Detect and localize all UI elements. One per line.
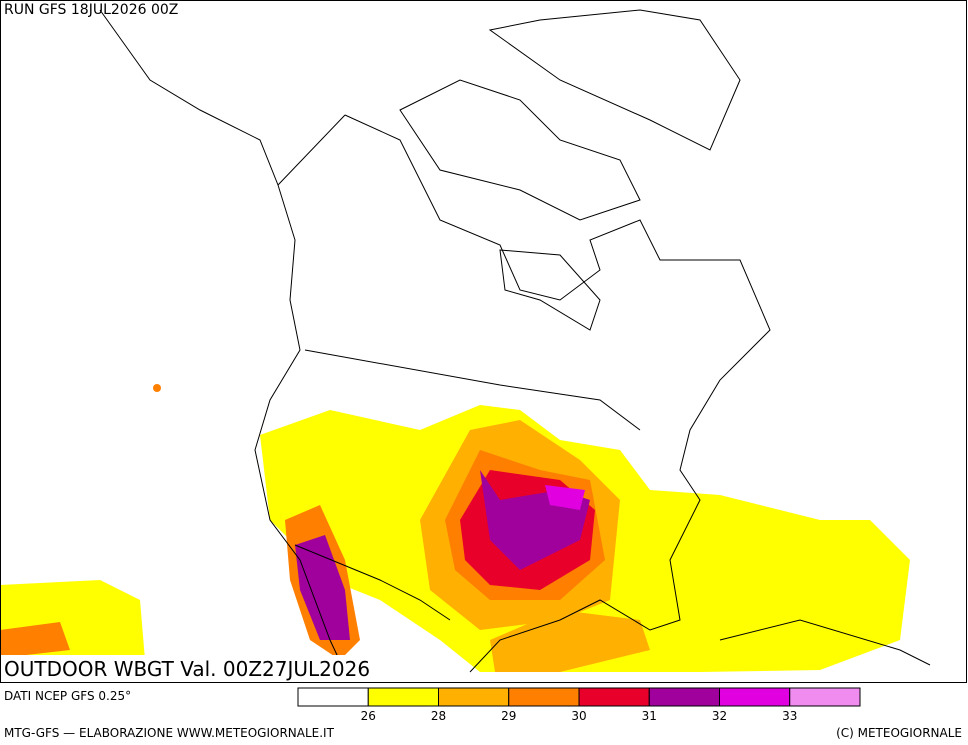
title-box [1, 655, 379, 682]
border [294, 544, 451, 621]
colorbar-box [297, 687, 369, 707]
caribbean [719, 619, 931, 666]
colorbar-box [438, 687, 510, 707]
colorbar-label: 29 [501, 709, 516, 723]
field-magenta [545, 485, 585, 510]
colorbar-label: 31 [642, 709, 657, 723]
colorbar-label: 30 [571, 709, 586, 723]
footer-right: (C) METEOGIORNALE [836, 726, 962, 740]
greenland [488, 9, 741, 151]
hudson-bay [499, 249, 601, 331]
arctic-islands [399, 79, 641, 221]
field-orange [0, 622, 70, 658]
map [0, 0, 967, 683]
source-label: DATI NCEP GFS 0.25° [4, 689, 131, 703]
footer-left: MTG-GFS — ELABORAZIONE WWW.METEOGIORNALE… [4, 726, 335, 740]
coastline [344, 114, 771, 673]
colorbar-label: 26 [361, 709, 376, 723]
field-purple [295, 535, 350, 640]
map-frame [0, 0, 967, 683]
border [277, 114, 641, 431]
colorbar-box [789, 687, 861, 707]
colorbar-box [578, 687, 650, 707]
colorbar-box [508, 687, 580, 707]
map-title: OUTDOOR WBGT Val. 00Z27JUL2026 [4, 657, 370, 681]
colorbar-label: 33 [782, 709, 797, 723]
colorbar-box [648, 687, 720, 707]
hawaii [153, 384, 161, 392]
colorbar: 26 28 29 30 31 32 33 [297, 687, 861, 723]
colorbar-label: 28 [431, 709, 446, 723]
colorbar-box [367, 687, 439, 707]
colorbar-box [719, 687, 791, 707]
coastline [99, 9, 346, 673]
field-light-orange [490, 610, 650, 672]
colorbar-label: 32 [712, 709, 727, 723]
run-label: RUN GFS 18JUL2026 00Z [4, 2, 178, 18]
